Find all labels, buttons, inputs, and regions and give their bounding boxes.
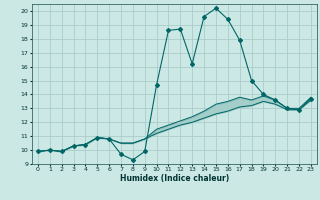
X-axis label: Humidex (Indice chaleur): Humidex (Indice chaleur) <box>120 174 229 183</box>
